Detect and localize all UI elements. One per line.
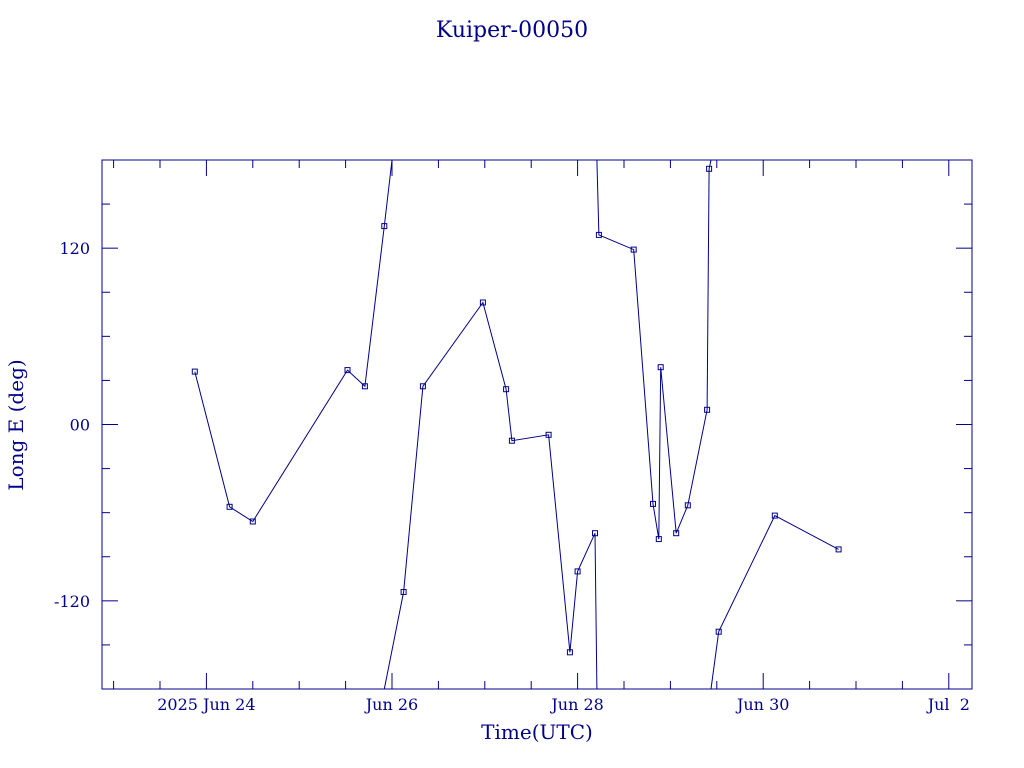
data-point — [503, 386, 510, 393]
data-point — [344, 367, 351, 374]
data-point — [592, 530, 598, 537]
data-point — [566, 649, 573, 656]
x-tick-label: Jun 30 — [735, 695, 789, 714]
data-point — [226, 503, 233, 510]
data-point — [400, 589, 407, 595]
data-point — [419, 383, 426, 390]
x-axis-ticks: 2025 Jun 24 Jun 26 Jun 28 Jun 30 Jul 2 — [113, 160, 970, 714]
data-point — [706, 165, 713, 172]
data-point — [361, 383, 368, 390]
series-line — [194, 159, 393, 523]
y-axis-title: Long E (deg) — [4, 359, 28, 490]
x-tick-label: 2025 Jun 24 — [157, 695, 255, 714]
data-point — [595, 231, 602, 238]
y-tick-label: 00 — [70, 416, 90, 435]
data-point — [545, 431, 552, 438]
data-point — [835, 546, 842, 553]
data-point — [704, 406, 711, 413]
data-point — [249, 518, 256, 525]
series-line — [710, 514, 839, 690]
data-point — [508, 437, 515, 444]
series-group — [191, 159, 842, 690]
y-tick-label: -120 — [54, 592, 90, 611]
data-point — [771, 512, 778, 519]
chart-title: Kuiper-00050 — [436, 18, 588, 43]
x-tick-label: Jun 26 — [364, 695, 418, 714]
data-point — [650, 500, 656, 507]
data-point — [191, 368, 198, 375]
series-line — [596, 159, 712, 540]
data-point — [655, 536, 662, 543]
x-tick-label: Jun 28 — [549, 695, 603, 714]
data-point — [673, 530, 680, 537]
series-line — [383, 301, 598, 690]
y-tick-label: 120 — [59, 239, 90, 258]
data-point — [630, 246, 637, 253]
data-point — [684, 502, 691, 509]
x-axis-title: Time(UTC) — [481, 720, 593, 744]
data-point — [574, 568, 581, 575]
data-point — [381, 223, 388, 230]
y-axis-ticks: 120 00 -120 — [54, 159, 972, 690]
data-point — [715, 628, 722, 635]
plot-frame — [101, 159, 973, 690]
data-point — [479, 299, 486, 306]
data-point — [657, 364, 664, 371]
x-tick-label: Jul 2 — [926, 695, 970, 714]
